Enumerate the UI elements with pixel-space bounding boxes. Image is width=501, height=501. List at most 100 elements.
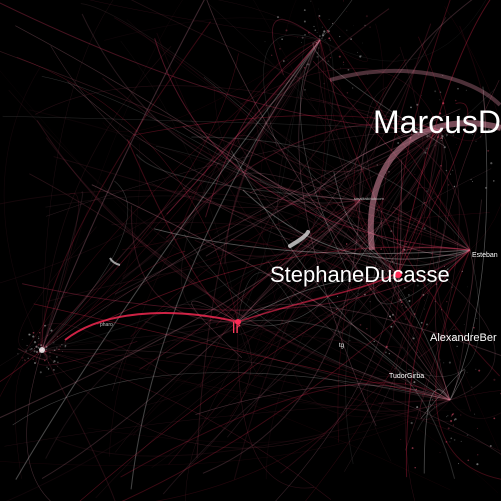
- label-esteban[interactable]: Esteban: [472, 252, 498, 259]
- graph-node: [416, 284, 419, 287]
- graph-edge: [237, 321, 406, 349]
- graph-edge: [213, 83, 361, 205]
- graph-edge: [397, 102, 469, 275]
- graph-edge: [420, 369, 466, 419]
- graph-node: [277, 16, 279, 19]
- graph-node: [376, 269, 379, 273]
- graph-node: [282, 60, 285, 62]
- graph-node: [458, 114, 460, 116]
- graph-node: [347, 69, 349, 71]
- graph-edge: [41, 349, 451, 491]
- label-pharo[interactable]: pharo: [100, 322, 113, 328]
- graph-edge: [319, 0, 486, 62]
- graph-node: [350, 38, 352, 40]
- graph-node: [426, 135, 429, 138]
- graph-edge: [359, 23, 384, 201]
- label-lr[interactable]: lr: [232, 320, 240, 337]
- graph-edge: [365, 86, 399, 275]
- graph-edge: [41, 193, 79, 351]
- graph-node: [416, 352, 418, 354]
- graph-edge: [81, 13, 361, 201]
- graph-edge: [0, 50, 361, 201]
- graph-node: [416, 103, 419, 106]
- graph-node: [342, 61, 345, 63]
- graph-node: [327, 30, 330, 33]
- graph-node: [466, 371, 468, 373]
- graph-node: [447, 427, 450, 430]
- graph-edge: [29, 39, 321, 354]
- graph-node: [39, 371, 42, 374]
- graph-edge: [41, 349, 325, 449]
- graph-edge: [87, 399, 451, 443]
- graph-edge: [46, 129, 441, 217]
- label-alexandre[interactable]: AlexandreBer: [430, 332, 497, 344]
- graph-edge: [139, 199, 361, 370]
- graph-edge: [126, 139, 239, 323]
- graph-edge: [190, 119, 451, 401]
- node-stephane[interactable]: [394, 270, 402, 278]
- label-tg[interactable]: tg: [339, 343, 344, 349]
- graph-edge: [319, 39, 415, 293]
- node-lr[interactable]: [235, 319, 241, 325]
- graph-node: [27, 357, 29, 359]
- graph-edge: [41, 199, 361, 479]
- graph-edge: [397, 46, 426, 275]
- graph-node: [32, 331, 35, 334]
- graph-node: [467, 286, 468, 288]
- graph-edge: [41, 76, 399, 275]
- label-marcus[interactable]: MarcusD: [373, 104, 501, 140]
- graph-edge: [300, 39, 349, 275]
- graph-node: [480, 136, 482, 138]
- graph-node: [456, 345, 458, 347]
- graph-node: [380, 248, 382, 250]
- graph-edge: [132, 273, 399, 437]
- node-left-hub[interactable]: [39, 347, 45, 353]
- graph-edge: [45, 321, 239, 459]
- graph-edge: [165, 123, 441, 239]
- graph-node: [38, 354, 39, 355]
- graph-edge: [328, 103, 364, 201]
- graph-node: [307, 31, 310, 34]
- graph-node: [42, 345, 44, 348]
- graph-edge: [449, 390, 501, 401]
- graph-node: [405, 382, 407, 384]
- graph-edge: [373, 249, 471, 305]
- graph-node: [40, 344, 43, 347]
- graph-node: [321, 38, 323, 40]
- graph-node: [414, 466, 416, 469]
- graph-node: [309, 34, 311, 36]
- graph-edge: [259, 39, 321, 337]
- graph-edge: [39, 323, 172, 377]
- graph-node: [447, 268, 449, 270]
- graph-node: [454, 99, 457, 102]
- graph-edge: [310, 97, 471, 251]
- graph-edge: [319, 39, 334, 180]
- graph-node: [46, 366, 48, 369]
- graph-edge: [312, 60, 471, 251]
- graph-edge: [319, 0, 353, 41]
- graph-edge: [130, 39, 321, 490]
- graph-edge: [185, 199, 361, 501]
- graph-node: [31, 348, 33, 350]
- graph-edge: [0, 189, 471, 251]
- graph-node: [323, 83, 325, 85]
- label-stephane[interactable]: StephaneDucasse: [270, 262, 450, 287]
- graph-edge: [233, 129, 441, 480]
- graph-node: [45, 350, 47, 352]
- graph-edge: [183, 234, 451, 401]
- graph-edge: [41, 8, 390, 351]
- graph-node: [301, 36, 304, 39]
- graph-edge: [36, 120, 451, 401]
- graph-edge: [237, 17, 447, 323]
- graph-edge: [418, 36, 448, 132]
- graph-node: [36, 351, 38, 353]
- graph-edge: [267, 260, 451, 401]
- label-tudor[interactable]: TudorGirba: [389, 373, 424, 380]
- graph-edge: [45, 273, 399, 377]
- graph-node: [349, 340, 351, 342]
- graph-edge: [41, 349, 452, 423]
- label-smalltalk[interactable]: smalltalkhubcom: [354, 196, 384, 201]
- graph-node: [441, 134, 443, 137]
